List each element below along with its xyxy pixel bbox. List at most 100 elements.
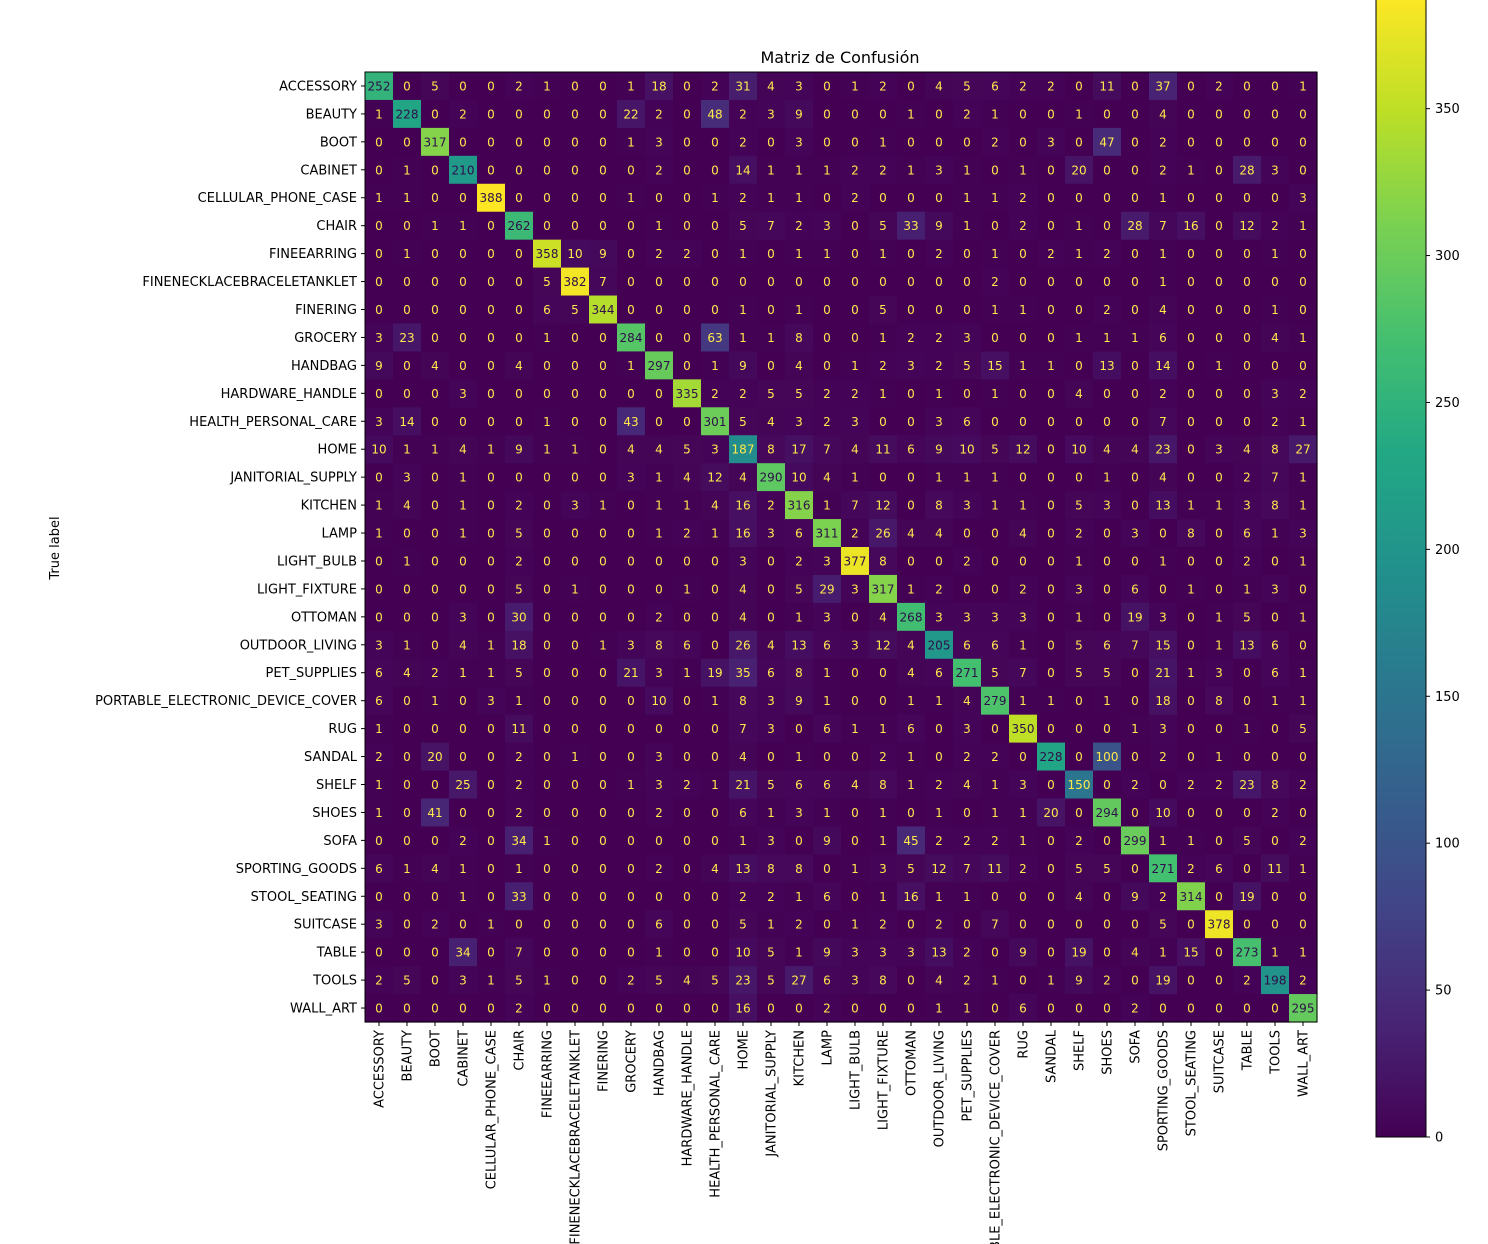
heatmap-cell <box>449 127 478 157</box>
heatmap-cell <box>813 72 842 101</box>
cell-value-label: 1 <box>795 890 803 904</box>
heatmap-cell <box>1233 351 1262 380</box>
y-axis-label: True label <box>48 516 63 580</box>
heatmap-cell <box>897 267 926 297</box>
heatmap-cell <box>757 407 786 436</box>
cell-value-label: 0 <box>487 778 495 792</box>
heatmap-cell <box>561 323 590 353</box>
cell-value-label: 2 <box>1215 79 1223 93</box>
cell-value-label: 0 <box>627 722 635 736</box>
cell-value-label: 1 <box>1019 163 1027 177</box>
cell-value-label: 3 <box>823 554 831 568</box>
cell-value-label: 6 <box>1243 527 1251 541</box>
heatmap-cell <box>477 72 506 101</box>
cell-value-label: 3 <box>795 135 803 149</box>
heatmap-cell <box>1289 99 1318 129</box>
cell-value-label: 1 <box>1131 722 1139 736</box>
cell-value-label: 1 <box>627 359 635 373</box>
cell-value-label: 0 <box>543 359 551 373</box>
cell-value-label: 0 <box>1103 778 1111 792</box>
heatmap-cell <box>813 183 842 213</box>
heatmap-cell <box>925 407 954 436</box>
heatmap-cell <box>449 99 478 129</box>
cell-value-label: 0 <box>655 331 663 345</box>
heatmap-cell <box>1149 323 1178 353</box>
cell-value-label: 1 <box>991 499 999 513</box>
cell-value-label: 2 <box>1187 862 1195 876</box>
heatmap-cell <box>925 295 954 325</box>
cell-value-label: 1 <box>403 554 411 568</box>
cell-value-label: 0 <box>907 387 915 401</box>
heatmap-cell <box>869 183 898 213</box>
heatmap-cell <box>673 72 702 101</box>
heatmap-cell <box>449 72 478 101</box>
cell-value-label: 1 <box>767 918 775 932</box>
heatmap-cell <box>617 72 646 101</box>
cell-value-label: 1 <box>823 806 831 820</box>
cell-value-label: 1 <box>655 499 663 513</box>
heatmap-cell <box>505 127 534 157</box>
heatmap-cell <box>981 239 1010 269</box>
heatmap-cell <box>925 463 954 492</box>
cell-value-label: 0 <box>1215 163 1223 177</box>
heatmap-cell <box>645 99 674 129</box>
cell-value-label: 1 <box>1019 638 1027 652</box>
heatmap-cell <box>589 99 618 129</box>
heatmap-cell <box>645 183 674 213</box>
cell-value-label: 3 <box>879 862 887 876</box>
cell-value-label: 0 <box>1271 554 1279 568</box>
cell-value-label: 0 <box>543 191 551 205</box>
cell-value-label: 1 <box>571 443 579 457</box>
cell-value-label: 1 <box>767 191 775 205</box>
y-tick-label: GROCERY <box>294 331 357 346</box>
heatmap-cell <box>673 435 702 464</box>
heatmap-cell <box>365 463 394 492</box>
heatmap-cell <box>1233 127 1262 157</box>
cell-value-label: 2 <box>1103 974 1111 988</box>
cell-value-label: 3 <box>963 331 971 345</box>
cell-value-label: 3 <box>375 638 383 652</box>
cell-value-label: 6 <box>963 638 971 652</box>
heatmap-cell <box>1177 351 1206 380</box>
cell-value-label: 0 <box>487 79 495 93</box>
heatmap-cell <box>421 127 450 157</box>
cell-value-label: 1 <box>375 722 383 736</box>
cell-value-label: 0 <box>1019 415 1027 429</box>
cell-value-label: 228 <box>396 107 419 121</box>
heatmap-cell <box>841 491 870 520</box>
cell-value-label: 271 <box>1152 862 1175 876</box>
heatmap-cell <box>897 239 926 269</box>
heatmap-cell <box>757 127 786 157</box>
cell-value-label: 0 <box>711 918 719 932</box>
cell-value-label: 18 <box>511 638 526 652</box>
heatmap-cell <box>925 127 954 157</box>
y-tick-label: TOOLS <box>312 974 357 989</box>
heatmap-cell <box>869 295 898 325</box>
cell-value-label: 4 <box>935 527 943 541</box>
cell-value-label: 4 <box>851 778 859 792</box>
heatmap-cell <box>421 435 450 464</box>
cell-value-label: 1 <box>879 387 887 401</box>
cell-value-label: 0 <box>879 107 887 121</box>
cell-value-label: 0 <box>571 471 579 485</box>
cell-value-label: 9 <box>1075 974 1083 988</box>
heatmap-cell <box>505 435 534 464</box>
cell-value-label: 0 <box>711 163 719 177</box>
cell-value-label: 0 <box>1271 722 1279 736</box>
y-tick-label: FINEEARRING <box>269 247 357 262</box>
heatmap-cell <box>1121 435 1150 464</box>
heatmap-cell <box>449 183 478 213</box>
cell-value-label: 4 <box>711 499 719 513</box>
cell-value-label: 0 <box>767 582 775 596</box>
cell-value-label: 4 <box>403 499 411 513</box>
cell-value-label: 8 <box>767 443 775 457</box>
heatmap-cell <box>981 183 1010 213</box>
cell-value-label: 0 <box>1243 303 1251 317</box>
heatmap-cell <box>1233 183 1262 213</box>
cell-value-label: 0 <box>1047 722 1055 736</box>
cell-value-label: 8 <box>795 862 803 876</box>
cell-value-label: 316 <box>788 499 811 513</box>
cell-value-label: 0 <box>1187 722 1195 736</box>
heatmap-cell <box>1121 127 1150 157</box>
cell-value-label: 0 <box>403 722 411 736</box>
